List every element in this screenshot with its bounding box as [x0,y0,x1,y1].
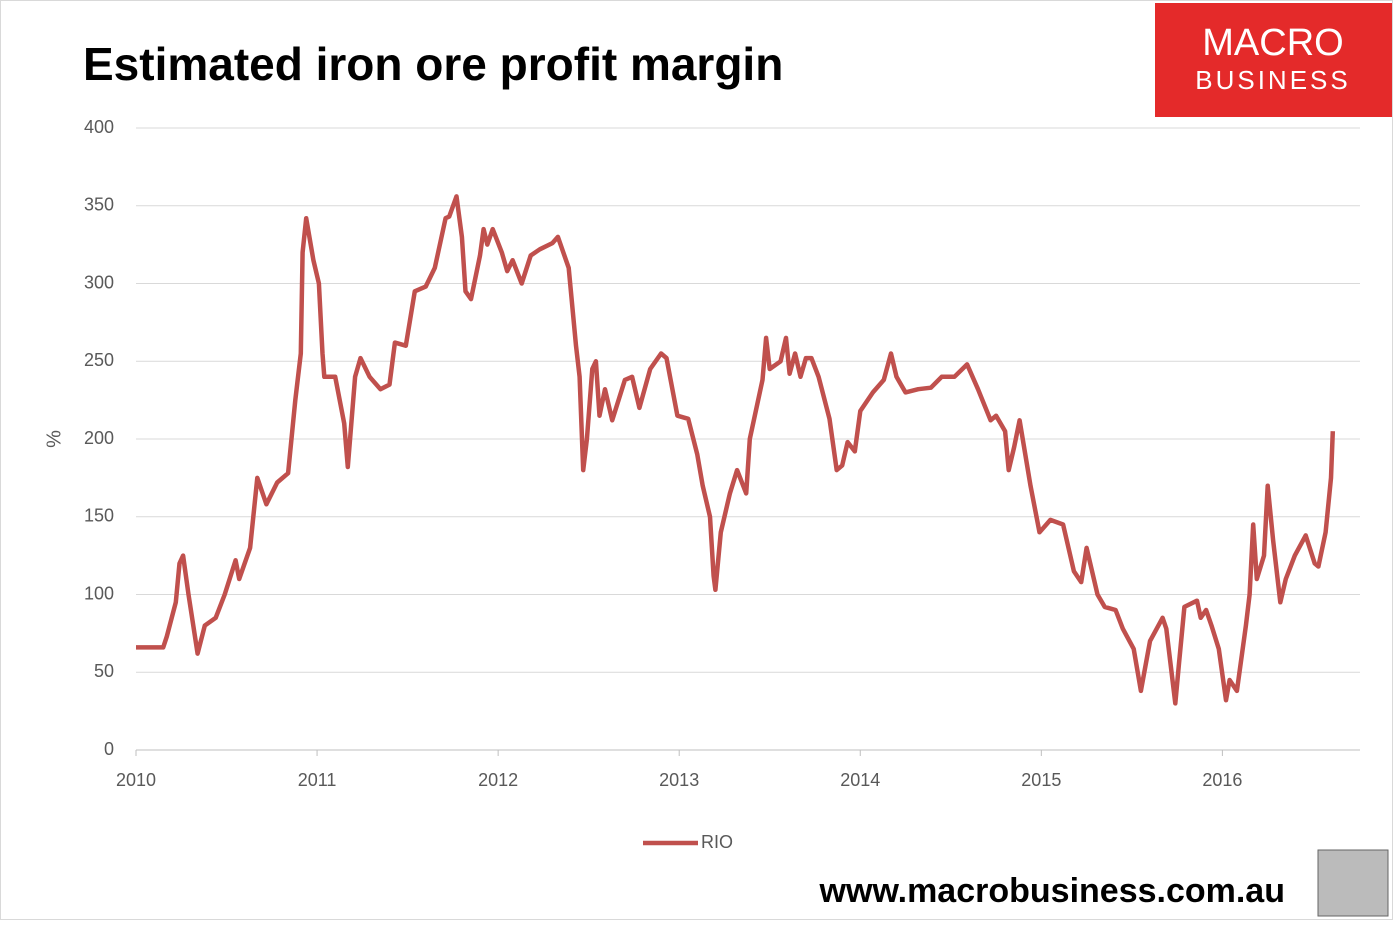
logo-box [1155,3,1392,117]
x-tick-label: 2011 [298,770,337,790]
y-tick-label: 350 [84,195,114,215]
y-tick-label: 50 [94,661,114,681]
source-url: www.macrobusiness.com.au [819,872,1285,910]
logo-text: BUSINESS [1195,65,1351,95]
y-tick-label: 300 [84,272,114,292]
y-tick-label: 150 [84,506,114,526]
x-tick-label: 2012 [478,770,518,790]
y-tick-label: 250 [84,350,114,370]
y-tick-label: 200 [84,428,114,448]
x-tick-label: 2014 [840,770,880,790]
x-tick-label: 2010 [116,770,156,790]
y-tick-label: 100 [84,583,114,603]
chart-title: Estimated iron ore profit margin [83,38,783,90]
y-tick-label: 400 [84,117,114,137]
x-tick-label: 2015 [1021,770,1061,790]
data-line [136,194,1336,706]
x-tick-label: 2016 [1202,770,1242,790]
logo-image [1317,849,1389,917]
y-tick-label: 0 [104,739,114,759]
legend-label: RIO [701,832,733,852]
x-tick-label: 2013 [659,770,699,790]
logo-text: MACRO [1202,22,1343,64]
y-axis-label: % [43,430,65,448]
